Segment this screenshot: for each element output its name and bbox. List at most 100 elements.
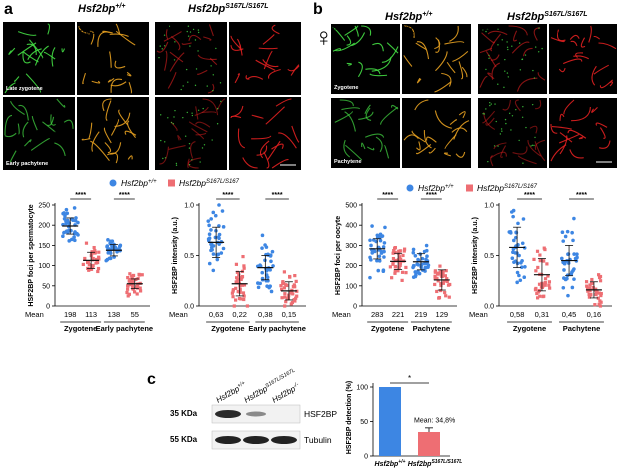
chromosome-axis (47, 116, 55, 126)
chromosome-axis (114, 60, 126, 69)
chromosome-axis (575, 52, 584, 58)
data-point (81, 262, 85, 267)
chromosome-axis (403, 55, 413, 67)
data-point (415, 262, 419, 267)
mean-value-label: 0,16 (587, 310, 602, 319)
channel-label-sycp3: SYCP3 (231, 30, 248, 36)
data-point (382, 255, 386, 259)
data-point (370, 224, 374, 228)
legend-dot-wt (109, 179, 117, 187)
data-point (126, 276, 130, 280)
data-point (283, 292, 287, 296)
data-point (104, 258, 109, 263)
focus-dot (163, 34, 166, 36)
focus-dot (506, 41, 508, 43)
chromosome-axis (187, 157, 201, 169)
svg-text:Hsf2bpS167L/S167: Hsf2bpS167L/S167 (179, 178, 240, 188)
chromosome-axis (263, 50, 273, 70)
chromosome-axis (255, 59, 276, 71)
focus-dot (531, 144, 534, 146)
data-point (562, 276, 566, 280)
data-point (211, 210, 216, 215)
chromosome-axis (351, 32, 366, 47)
focus-dot (206, 85, 208, 87)
data-point (134, 277, 138, 282)
data-point (242, 264, 246, 268)
data-point (535, 249, 540, 253)
focus-dot (164, 157, 167, 159)
focus-dot (197, 50, 199, 52)
bar (418, 431, 440, 456)
chromosome-axis (479, 47, 493, 54)
mean-value-label: 0,63 (209, 310, 224, 319)
data-point (65, 230, 70, 235)
data-point (236, 278, 240, 282)
data-point (97, 250, 101, 254)
data-point (235, 270, 240, 274)
chromosome-axis (278, 132, 297, 149)
data-point (129, 282, 133, 287)
data-point (376, 268, 381, 273)
data-point (424, 257, 428, 262)
data-point (260, 246, 264, 250)
data-point (85, 260, 90, 265)
chromosome-axis (591, 106, 598, 113)
focus-dot (185, 68, 188, 71)
data-point (443, 274, 447, 278)
data-point (368, 275, 372, 280)
data-point (388, 265, 392, 269)
data-point (520, 241, 525, 246)
data-point (130, 274, 134, 278)
chromosome-axis (334, 111, 354, 123)
genotype-header-wt-b: Hsf2bp+/+ (385, 11, 432, 23)
data-point (137, 272, 141, 277)
chromosome-axis (30, 138, 51, 151)
data-point (96, 266, 101, 271)
focus-dot (515, 108, 517, 111)
focus-dot (506, 46, 509, 48)
data-point (393, 269, 397, 273)
focus-dot (483, 113, 486, 115)
chromosome-axis (170, 36, 181, 51)
lane-label-ko: Hsf2bp-/- (271, 382, 302, 405)
chromosome-axis (485, 51, 497, 68)
data-point (294, 296, 298, 300)
mean-value-label: 55 (131, 310, 139, 319)
data-point (234, 298, 238, 302)
data-point (220, 209, 225, 213)
chromosome-axis (207, 83, 215, 94)
chromosome-axis (416, 141, 421, 151)
data-point (538, 253, 542, 257)
mean-value-label: 198 (64, 310, 77, 319)
data-point (280, 296, 284, 300)
data-point (399, 257, 403, 261)
chromosome-axis (372, 42, 384, 52)
focus-dot (501, 39, 503, 41)
focus-dot (175, 164, 178, 166)
chromosome-axis (365, 133, 385, 138)
chromosome-axis (110, 78, 123, 93)
data-point (126, 284, 130, 288)
micrograph-a-5 (3, 97, 75, 170)
data-point (443, 290, 447, 295)
data-point (207, 223, 211, 228)
chromosome-axis (344, 25, 359, 36)
data-point (561, 286, 566, 290)
data-point (521, 217, 526, 221)
data-point (588, 283, 592, 287)
chromosome-axis (598, 42, 617, 50)
focus-dot (533, 77, 536, 79)
y-tick-label: 200 (38, 223, 50, 230)
data-point (536, 265, 540, 270)
micrograph-a-8 (229, 97, 301, 170)
data-point (510, 256, 515, 260)
data-point (383, 225, 387, 230)
data-point (599, 291, 603, 296)
data-point (382, 241, 387, 245)
data-point (435, 276, 439, 280)
focus-dot (518, 42, 521, 44)
data-point (118, 243, 123, 248)
chromosome-axis (414, 99, 429, 111)
